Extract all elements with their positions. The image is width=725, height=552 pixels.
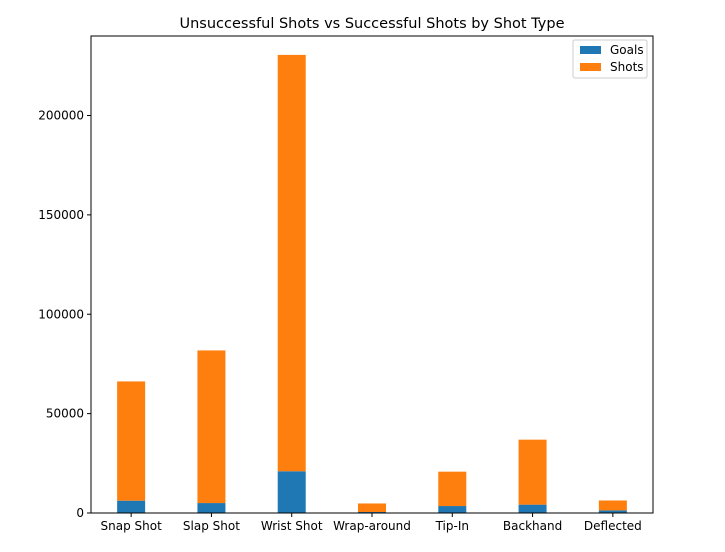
bars-layer <box>117 54 627 513</box>
legend-swatch-goals <box>580 46 601 54</box>
legend-label-goals: Goals <box>610 43 644 57</box>
y-tick-label: 200000 <box>38 109 84 123</box>
bar-shots-wrist-shot <box>277 54 306 472</box>
legend-label-shots: Shots <box>610 60 644 74</box>
x-tick-label: Wrist Shot <box>261 519 323 533</box>
bar-goals-wrist-shot <box>277 471 306 513</box>
x-tick-label: Wrap-around <box>333 519 411 533</box>
bar-shots-wrap-around <box>358 503 386 513</box>
y-tick-label: 50000 <box>46 407 84 421</box>
bar-shots-backhand <box>518 439 547 505</box>
y-tick-label: 150000 <box>38 208 84 222</box>
legend-swatch-shots <box>580 63 601 71</box>
bar-goals-deflected <box>598 510 627 513</box>
y-tick-label: 100000 <box>38 307 84 321</box>
bar-shots-tip-in <box>438 471 467 507</box>
bar-shots-deflected <box>598 500 627 511</box>
bar-goals-backhand <box>518 504 547 513</box>
legend: Goals Shots <box>572 39 648 79</box>
chart-title: Unsuccessful Shots vs Successful Shots b… <box>180 16 565 32</box>
plot-frame <box>90 35 654 514</box>
axes-layer: 0 50000 100000 150000 200000 Snap Shot Slap Sh… <box>38 35 654 533</box>
x-tick-label: Slap Shot <box>183 519 240 533</box>
x-tick-label: Snap Shot <box>101 519 163 533</box>
bar-shots-slap-shot <box>197 350 226 504</box>
x-tick-label: Deflected <box>584 519 642 533</box>
x-tick-label: Backhand <box>503 519 562 533</box>
bar-goals-tip-in <box>438 506 467 513</box>
y-tick-label: 0 <box>76 506 84 520</box>
bar-shots-snap-shot <box>117 381 146 501</box>
bar-goals-snap-shot <box>117 500 146 513</box>
bar-goals-slap-shot <box>197 503 226 513</box>
x-tick-label: Tip-In <box>435 519 469 533</box>
